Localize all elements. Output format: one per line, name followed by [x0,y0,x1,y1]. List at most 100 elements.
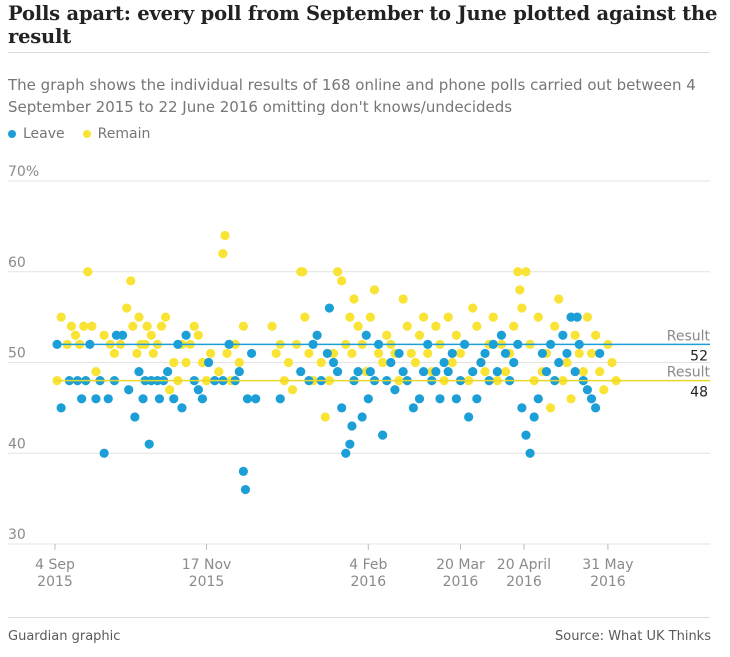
leave-poll-point [541,366,552,377]
leave-poll-point [337,403,347,413]
leave-poll-point [521,430,531,440]
leave-poll-point [431,366,441,377]
legend-item-leave: Leave [8,126,65,142]
remain-poll-point [146,330,156,340]
remain-poll-point [128,321,138,331]
leave-poll-point [130,412,140,422]
remain-poll-point [586,348,597,359]
remain-poll-point [214,366,224,377]
leave-poll-point [386,357,396,368]
leave-poll-point [181,330,191,340]
remain-poll-point [402,321,412,331]
remain-poll-point [378,357,388,368]
y-tick-label: 30 [8,527,26,543]
leave-poll-point [332,366,343,377]
remain-poll-point [165,385,175,395]
remain-poll-point [517,303,527,313]
leave-poll-point [414,394,425,404]
x-tick-label: 17 Nov [182,557,232,573]
remain-poll-point [509,321,519,331]
x-tick-year-label: 2016 [443,574,479,590]
remain-poll-point [443,312,453,322]
leave-poll-point [500,348,511,359]
x-tick-year-label: 2015 [37,574,73,590]
remain-poll-point [298,267,308,277]
remain-poll-point [550,321,560,331]
remain-poll-point [406,348,416,359]
remain-poll-point [414,330,425,340]
leave-poll-point [56,403,66,413]
remain-poll-point [480,366,490,377]
leave-poll-point [134,366,144,377]
remain-poll-point [345,312,355,322]
remain-poll-point [222,348,232,359]
result-label: Result [667,328,711,344]
remain-poll-point [109,348,119,359]
remain-poll-point [455,348,466,359]
remain-poll-point [591,330,601,340]
leave-poll-point [591,403,601,413]
remain-poll-point [410,357,421,368]
remain-poll-point [562,357,572,368]
remain-poll-point [382,330,392,340]
leave-poll-point [322,348,332,359]
grid-layer: 30 40 50 60 70% [8,164,710,545]
y-tick-label: 70% [8,164,39,180]
remain-poll-point [447,357,457,368]
leave-poll-point [390,385,400,395]
remain-poll-point [283,357,294,368]
result-value-label: 52 [690,348,708,364]
x-tick-label: 4 Feb [349,557,387,573]
leave-poll-point [347,421,357,431]
remain-poll-point [234,357,244,368]
remain-poll-point [91,366,101,377]
remain-poll-point [431,321,441,331]
leave-poll-point [246,348,257,359]
leave-poll-point [582,385,593,395]
leave-poll-point [378,430,388,440]
x-tick-label: 4 Sep [35,557,75,573]
legend-item-remain: Remain [82,126,151,142]
x-tick-year-label: 2016 [506,574,542,590]
remain-poll-point [87,321,97,331]
remain-poll-point [134,312,144,322]
result-value-label: 48 [690,385,708,401]
remain-poll-point [218,249,228,259]
leave-poll-point [240,484,251,495]
leave-poll-point [537,348,547,359]
remain-poll-point [419,312,429,322]
remain-poll-point [99,330,109,340]
leave-poll-point [242,394,253,404]
leave-poll-point [154,394,165,404]
remain-poll-point [316,357,326,368]
leave-poll-point [492,366,502,377]
remain-poll-point [206,348,216,359]
remain-poll-point [287,385,298,395]
remain-poll-point [451,330,461,340]
leave-poll-point [324,303,335,313]
leave-poll-point [419,366,429,377]
leave-points-layer [52,303,605,495]
remain-poll-point [122,303,132,313]
chart-title: Polls apart: every poll from September t… [8,2,718,48]
leave-poll-point [91,394,101,404]
remain-poll-point [515,285,525,295]
legend-label-remain: Remain [97,126,151,142]
leave-poll-point [439,357,449,368]
leave-poll-point [408,403,418,413]
leave-poll-point [451,394,461,404]
remain-poll-point [566,394,576,404]
leave-poll-point [476,357,486,368]
leave-poll-point [124,385,134,395]
footer-rule [8,617,710,618]
remain-poll-point [423,348,433,359]
leave-poll-point [517,403,527,413]
remain-poll-point [66,321,76,331]
remain-poll-point [365,312,375,322]
leave-poll-point [363,394,373,404]
remain-poll-point [70,330,81,340]
leave-poll-point [103,394,113,404]
x-tick-year-label: 2016 [350,574,386,590]
title-rule [8,52,710,53]
